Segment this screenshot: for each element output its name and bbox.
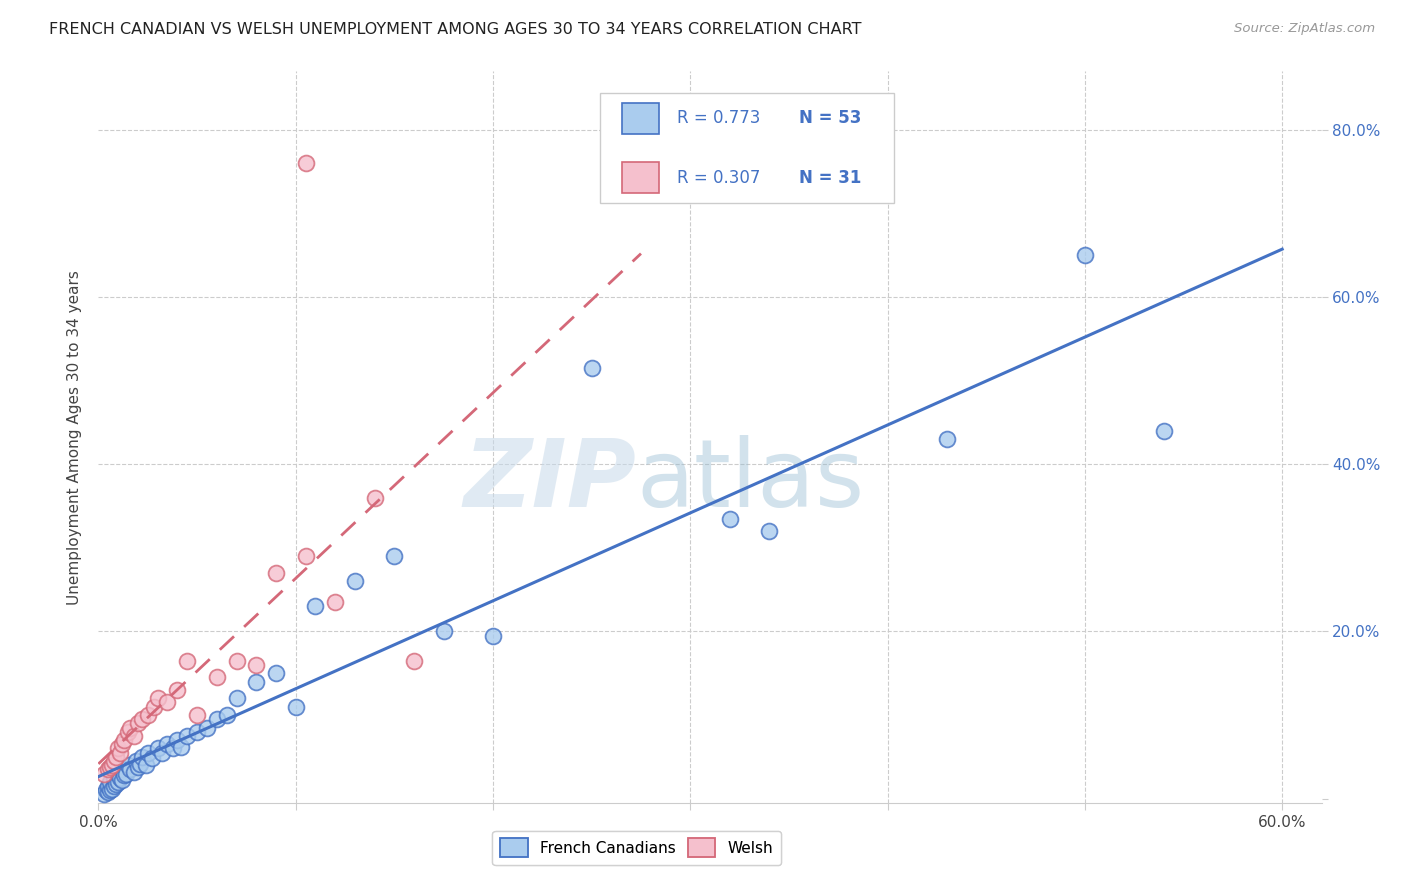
FancyBboxPatch shape — [600, 94, 894, 203]
Point — [97, 763, 120, 777]
Point — [97, 779, 120, 793]
Point — [284, 699, 307, 714]
Point — [127, 716, 149, 731]
Point — [304, 599, 326, 614]
Point — [166, 682, 188, 697]
Point — [131, 749, 153, 764]
Point — [111, 763, 134, 777]
Point — [117, 758, 139, 772]
Text: R = 0.307: R = 0.307 — [678, 169, 761, 186]
Point — [323, 595, 346, 609]
Point — [215, 708, 238, 723]
Point — [146, 691, 169, 706]
Point — [166, 733, 188, 747]
Text: atlas: atlas — [637, 435, 865, 527]
Point — [93, 788, 115, 802]
Point — [101, 758, 124, 772]
Point — [112, 768, 135, 782]
Point — [205, 670, 228, 684]
Point — [136, 746, 159, 760]
Point — [117, 724, 139, 739]
Point — [93, 766, 115, 780]
Point — [122, 729, 145, 743]
Point — [136, 708, 159, 723]
Point — [294, 549, 316, 564]
Point — [170, 739, 193, 754]
Point — [98, 760, 121, 774]
Point — [103, 771, 125, 785]
Point — [150, 746, 173, 760]
Point — [125, 754, 148, 768]
Point — [105, 749, 128, 764]
Point — [142, 699, 165, 714]
Point — [103, 754, 125, 768]
Point — [122, 764, 145, 779]
Point — [156, 696, 179, 710]
Point — [107, 775, 129, 789]
Point — [128, 756, 150, 771]
Point — [135, 758, 157, 772]
Bar — [621, 162, 658, 194]
Text: N = 53: N = 53 — [800, 110, 862, 128]
Text: Source: ZipAtlas.com: Source: ZipAtlas.com — [1234, 22, 1375, 36]
Point — [127, 760, 149, 774]
Point — [718, 511, 741, 525]
Point — [186, 724, 208, 739]
Point — [141, 751, 163, 765]
Point — [111, 773, 134, 788]
Point — [101, 781, 124, 796]
Point — [1074, 248, 1097, 262]
Point — [103, 779, 125, 793]
Point — [111, 737, 134, 751]
Point — [186, 708, 208, 723]
Y-axis label: Unemployment Among Ages 30 to 34 years: Unemployment Among Ages 30 to 34 years — [67, 269, 83, 605]
Legend: French Canadians, Welsh: French Canadians, Welsh — [492, 830, 780, 864]
Point — [363, 491, 385, 505]
Point — [245, 674, 267, 689]
Point — [107, 766, 129, 780]
Bar — [621, 103, 658, 134]
Point — [433, 624, 456, 639]
Point — [264, 566, 287, 580]
Point — [98, 775, 121, 789]
Point — [205, 712, 228, 726]
Point — [294, 156, 316, 170]
Point — [98, 783, 121, 797]
Text: R = 0.773: R = 0.773 — [678, 110, 761, 128]
Text: FRENCH CANADIAN VS WELSH UNEMPLOYMENT AMONG AGES 30 TO 34 YEARS CORRELATION CHAR: FRENCH CANADIAN VS WELSH UNEMPLOYMENT AM… — [49, 22, 862, 37]
Point — [131, 712, 153, 726]
Point — [118, 763, 141, 777]
Point — [107, 741, 129, 756]
Point — [343, 574, 366, 589]
Point — [176, 654, 198, 668]
Point — [225, 691, 247, 706]
Point — [935, 432, 957, 446]
Point — [225, 654, 247, 668]
Point — [1153, 424, 1175, 438]
Point — [404, 654, 426, 668]
Point — [97, 785, 120, 799]
Point — [108, 746, 131, 760]
Point — [115, 766, 138, 780]
Point — [146, 741, 169, 756]
Text: N = 31: N = 31 — [800, 169, 862, 186]
Point — [758, 524, 780, 538]
Point — [581, 361, 603, 376]
Point — [112, 733, 135, 747]
Point — [176, 729, 198, 743]
Point — [96, 783, 118, 797]
Point — [482, 629, 505, 643]
Point — [195, 721, 218, 735]
Point — [245, 657, 267, 672]
Point — [156, 737, 179, 751]
Point — [162, 741, 184, 756]
Point — [108, 771, 131, 785]
Point — [105, 776, 128, 790]
Point — [118, 721, 141, 735]
Point — [264, 666, 287, 681]
Text: ZIP: ZIP — [464, 435, 637, 527]
Point — [382, 549, 405, 564]
